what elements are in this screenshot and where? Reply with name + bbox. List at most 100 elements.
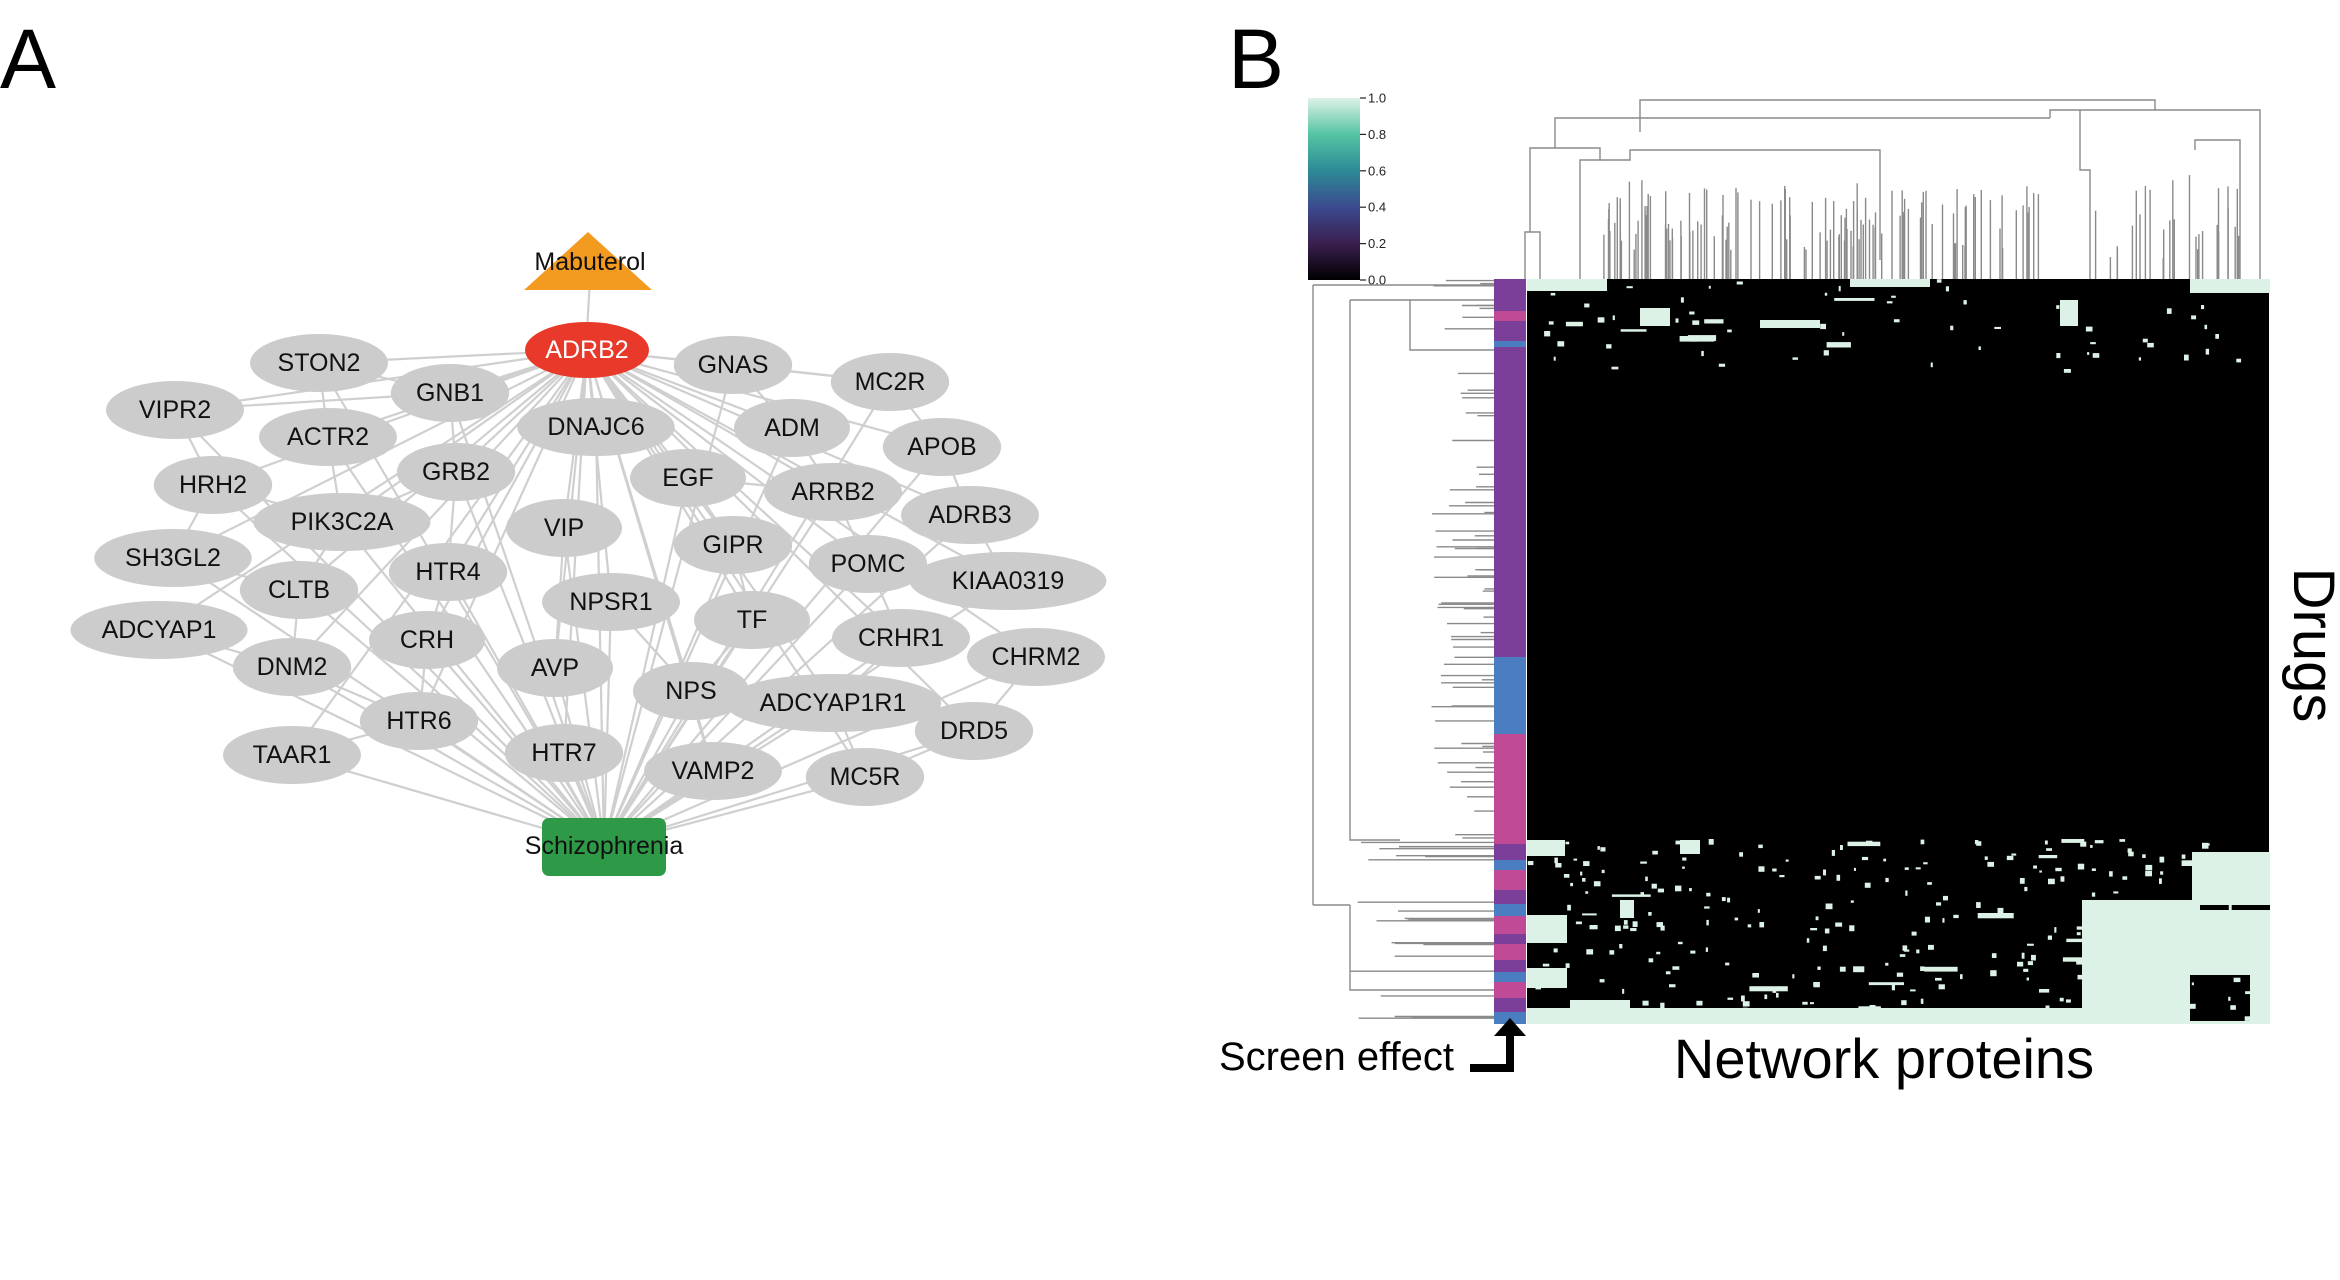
heatmap-cell — [1990, 970, 1997, 977]
node-pik3c2a: PIK3C2A — [253, 493, 431, 551]
heatmap-cell — [1721, 897, 1726, 902]
node-shape — [232, 638, 352, 696]
node-adm: ADM — [734, 399, 850, 457]
heatmap-cell — [1554, 857, 1558, 864]
heatmap-cell — [1704, 319, 1724, 324]
heatmap-cell — [2236, 358, 2242, 363]
dendro-branch — [2049, 109, 2261, 279]
heatmap-cell — [2204, 324, 2208, 330]
heatmap-cell — [1545, 976, 1551, 982]
edge-target-adcyap1 — [158, 349, 588, 631]
heatmap-cell — [2076, 932, 2081, 936]
heatmap-cell — [2033, 865, 2037, 869]
node-shape — [253, 493, 431, 551]
node-htr6: HTR6 — [359, 692, 479, 750]
node-shape — [644, 742, 782, 800]
screen-effect-segment — [1494, 279, 1526, 311]
node-label: MC5R — [830, 763, 901, 791]
heatmap-cell — [1924, 966, 1958, 972]
edge-target-kiaa0319 — [586, 349, 1009, 582]
heatmap-cell — [1891, 1014, 1897, 1019]
heatmap-cell — [1758, 866, 1765, 872]
heatmap-cell — [1942, 918, 1945, 923]
heatmap-cell — [1749, 986, 1788, 992]
heatmap-cell — [1550, 292, 1556, 296]
heatmap-cell — [1868, 982, 1904, 986]
heatmap-cell — [1953, 914, 1959, 919]
heatmap-cell — [1640, 892, 1644, 897]
colorbar-tick-label: 0.2 — [1368, 236, 1386, 251]
heatmap-block — [1850, 279, 1930, 287]
heatmap-cell — [2080, 841, 2087, 847]
heatmap-cell — [1584, 303, 1590, 308]
dendro-branch — [1555, 147, 1601, 279]
heatmap-cell — [2024, 886, 2028, 892]
node-htr4: HTR4 — [388, 543, 508, 601]
heatmap-cell — [1815, 916, 1819, 921]
node-adcyap1r1: ADCYAP1R1 — [724, 674, 942, 732]
heatmap-cell — [2127, 848, 2132, 853]
node-mc5r: MC5R — [805, 748, 925, 806]
panel-b-letter: B — [1228, 12, 1284, 106]
edge-target-htr4 — [447, 349, 588, 573]
node-cltb: CLTB — [239, 561, 359, 619]
heatmap-cell — [2107, 980, 2111, 984]
heatmap-cell — [2122, 975, 2130, 979]
node-arrb2: ARRB2 — [764, 463, 902, 521]
heatmap-cell — [1611, 366, 1619, 370]
heatmap-cell — [1853, 867, 1856, 871]
node-shape — [517, 398, 675, 456]
heatmap-cell — [1589, 925, 1598, 930]
heatmap-cell — [1725, 962, 1730, 966]
heatmap-cell — [1813, 982, 1820, 987]
edge-disease-egf — [602, 477, 690, 847]
node-kiaa0319: KIAA0319 — [909, 552, 1107, 610]
drugs-axis-label: Drugs — [2281, 568, 2340, 723]
heatmap-cell — [1938, 984, 1945, 990]
heatmap-cell — [1977, 913, 2014, 919]
heatmap-cell — [2091, 892, 2096, 897]
heatmap-cell — [1660, 925, 1665, 931]
heatmap-cell — [1680, 297, 1684, 303]
heatmap-cell — [2219, 873, 2222, 879]
edge-disease-dnajc6 — [594, 426, 606, 847]
heatmap-cell — [1669, 984, 1676, 988]
dendro-branch — [1349, 905, 1494, 991]
heatmap-cell — [2250, 948, 2256, 952]
heatmap-cell — [1943, 895, 1948, 901]
heatmap-cell — [1910, 989, 1916, 992]
heatmap-cell — [2191, 315, 2197, 320]
heatmap-cell — [1601, 869, 1605, 874]
node-shape — [223, 726, 361, 784]
colorbar-gradient — [1308, 98, 1360, 280]
heatmap-cell — [1899, 954, 1906, 957]
node-chrm2: CHRM2 — [967, 628, 1105, 686]
heatmap-cell — [1648, 958, 1654, 963]
edge-target-dnm2 — [291, 349, 588, 668]
edge-disease-htr4 — [447, 571, 605, 847]
heatmap-cell — [1623, 920, 1628, 925]
heatmap-cell — [2173, 966, 2179, 972]
heatmap-cell — [2077, 974, 2083, 980]
heatmap-cell — [1991, 953, 1997, 958]
heatmap-cell — [1732, 1009, 1736, 1015]
heatmap-cell — [1893, 319, 1900, 323]
heatmap-cell — [1593, 881, 1601, 887]
heatmap-cell — [1706, 892, 1711, 897]
heatmap-cell — [2152, 971, 2157, 977]
heatmap-cell — [2199, 290, 2206, 293]
heatmap-cell — [2116, 999, 2121, 1005]
edge-target-npsr1 — [585, 349, 613, 603]
heatmap-cell — [1920, 839, 1925, 845]
heatmap-cell — [2181, 854, 2186, 859]
edge-disease-adm — [602, 427, 794, 847]
heatmap-cell — [1856, 1009, 1892, 1013]
heatmap-cell — [2062, 957, 2099, 962]
screen-effect-segment — [1494, 657, 1526, 734]
heatmap-cell — [2066, 999, 2071, 1003]
screen-effect-segment — [1494, 904, 1526, 916]
heatmap-cell — [1544, 331, 1551, 337]
heatmap-cell — [1622, 988, 1625, 994]
heatmap-cell — [2118, 970, 2124, 974]
heatmap-cell — [2121, 916, 2124, 922]
